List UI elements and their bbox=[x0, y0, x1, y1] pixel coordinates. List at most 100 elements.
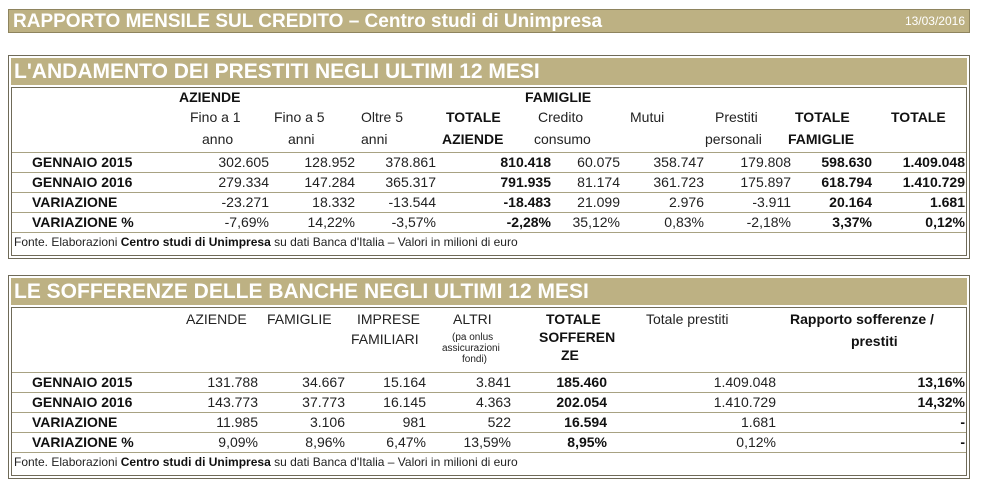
cell: 365.317 bbox=[385, 174, 436, 190]
cell: 35,12% bbox=[572, 214, 620, 230]
row-label: GENNAIO 2016 bbox=[32, 174, 133, 190]
col-prestiti: Prestiti bbox=[715, 109, 758, 125]
report-banner: RAPPORTO MENSILE SUL CREDITO – Centro st… bbox=[8, 9, 970, 33]
col-oltre5-sub: anni bbox=[361, 131, 388, 147]
cell: 11.985 bbox=[216, 414, 258, 430]
col-totale: TOTALE bbox=[891, 109, 946, 125]
col-mutui: Mutui bbox=[630, 109, 665, 125]
table-row: VARIAZIONE -23.271 18.332 -13.544 -18.48… bbox=[12, 192, 966, 212]
npl-panel: LE SOFFERENZE DELLE BANCHE NEGLI ULTIMI … bbox=[8, 275, 970, 479]
cell: 522 bbox=[487, 414, 511, 430]
npl-title: LE SOFFERENZE DELLE BANCHE NEGLI ULTIMI … bbox=[14, 280, 589, 303]
cell: 131.788 bbox=[207, 374, 258, 390]
cell: 302.605 bbox=[218, 154, 269, 170]
col-famiglie: FAMIGLIE bbox=[267, 311, 332, 327]
cell: 618.794 bbox=[821, 174, 872, 190]
cell: 6,47% bbox=[386, 434, 426, 450]
row-label: GENNAIO 2015 bbox=[32, 154, 133, 170]
cell: -3.911 bbox=[752, 194, 791, 210]
loans-table: AZIENDE FAMIGLIE Fino a 1 anno Fino a 5 … bbox=[11, 87, 967, 256]
cell: -23.271 bbox=[221, 194, 269, 210]
cell: 3.106 bbox=[309, 414, 345, 430]
cell: 1.409.048 bbox=[902, 154, 965, 170]
table-row: VARIAZIONE 11.985 3.106 981 522 16.594 1… bbox=[12, 412, 966, 432]
cell: 1.410.729 bbox=[902, 174, 965, 190]
cell: 18.332 bbox=[312, 194, 355, 210]
cell: 37.773 bbox=[302, 394, 345, 410]
col-altri-note: assicurazioni bbox=[442, 343, 500, 354]
cell: 14,22% bbox=[307, 214, 355, 230]
cell: 60.075 bbox=[577, 154, 620, 170]
row-label: VARIAZIONE % bbox=[32, 434, 134, 450]
cell: 13,16% bbox=[917, 374, 965, 390]
loans-title: L'ANDAMENTO DEI PRESTITI NEGLI ULTIMI 12… bbox=[14, 60, 540, 83]
cell: 81.174 bbox=[577, 174, 620, 190]
cell: - bbox=[960, 414, 965, 430]
source-note: Fonte. Elaborazioni Centro studi di Unim… bbox=[12, 452, 966, 471]
cell: 0,12% bbox=[736, 434, 776, 450]
col-totale-prestiti: Totale prestiti bbox=[646, 311, 729, 327]
col-totale-sofferenze: SOFFEREN bbox=[539, 329, 616, 345]
cell: 147.284 bbox=[304, 174, 355, 190]
cell: 8,96% bbox=[305, 434, 345, 450]
source-org: Centro studi di Unimpresa bbox=[120, 235, 271, 249]
col-fino5: Fino a 5 bbox=[274, 109, 325, 125]
col-totale-sofferenze: ZE bbox=[561, 347, 579, 363]
cell: -7,69% bbox=[224, 214, 269, 230]
row-label: GENNAIO 2016 bbox=[32, 394, 133, 410]
col-totale-aziende: TOTALE bbox=[446, 109, 501, 125]
cell: 1.409.048 bbox=[713, 374, 776, 390]
cell: 16.594 bbox=[564, 414, 607, 430]
npl-table: AZIENDE FAMIGLIE IMPRESE FAMILIARI ALTRI… bbox=[11, 307, 967, 476]
col-fino1: Fino a 1 bbox=[190, 109, 241, 125]
row-label: VARIAZIONE bbox=[32, 414, 118, 430]
table-row: GENNAIO 2016 143.773 37.773 16.145 4.363… bbox=[12, 392, 966, 412]
cell: 13,59% bbox=[463, 434, 511, 450]
col-imprese-sub: FAMILIARI bbox=[351, 331, 419, 347]
row-label: VARIAZIONE bbox=[32, 194, 118, 210]
cell: 358.747 bbox=[653, 154, 704, 170]
cell: 3.841 bbox=[475, 374, 511, 390]
row-label: GENNAIO 2015 bbox=[32, 374, 133, 390]
group-aziende: AZIENDE bbox=[179, 89, 241, 105]
cell: 1.681 bbox=[929, 194, 965, 210]
cell: 179.808 bbox=[740, 154, 791, 170]
cell: 34.667 bbox=[302, 374, 345, 390]
cell: 791.935 bbox=[500, 174, 551, 190]
report-date: 13/03/2016 bbox=[904, 14, 965, 28]
cell: 14,32% bbox=[917, 394, 965, 410]
source-note: Fonte. Elaborazioni Centro studi di Unim… bbox=[12, 232, 966, 251]
col-totale-sofferenze: TOTALE bbox=[546, 311, 601, 327]
table-row: VARIAZIONE % 9,09% 8,96% 6,47% 13,59% 8,… bbox=[12, 432, 966, 452]
col-prestiti-sub: personali bbox=[705, 131, 762, 147]
cell: 15.164 bbox=[383, 374, 426, 390]
source-suffix: su dati Banca d'Italia – Valori in milio… bbox=[270, 235, 518, 249]
cell: -18.483 bbox=[503, 194, 551, 210]
table-row: GENNAIO 2015 302.605 128.952 378.861 810… bbox=[12, 152, 966, 172]
row-label: VARIAZIONE % bbox=[32, 214, 134, 230]
report-title: RAPPORTO MENSILE SUL CREDITO – Centro st… bbox=[13, 11, 603, 32]
cell: 16.145 bbox=[383, 394, 426, 410]
source-prefix: Fonte. Elaborazioni bbox=[14, 235, 121, 249]
cell: 20.164 bbox=[829, 194, 872, 210]
cell: 143.773 bbox=[207, 394, 258, 410]
loans-panel: L'ANDAMENTO DEI PRESTITI NEGLI ULTIMI 12… bbox=[8, 55, 970, 259]
cell: 598.630 bbox=[821, 154, 872, 170]
col-rapporto: Rapporto sofferenze / bbox=[790, 311, 934, 327]
col-fino5-sub: anni bbox=[288, 131, 315, 147]
col-altri-note: fondi) bbox=[462, 354, 488, 365]
source-suffix: su dati Banca d'Italia – Valori in milio… bbox=[270, 455, 518, 469]
cell: 1.681 bbox=[740, 414, 776, 430]
cell: 175.897 bbox=[740, 174, 791, 190]
col-rapporto-sub: prestiti bbox=[851, 333, 898, 349]
cell: 0,83% bbox=[664, 214, 704, 230]
col-totale-aziende-sub: AZIENDE bbox=[442, 131, 504, 147]
col-credito: Credito bbox=[538, 109, 584, 125]
table-row: GENNAIO 2015 131.788 34.667 15.164 3.841… bbox=[12, 372, 966, 392]
cell: 202.054 bbox=[556, 394, 607, 410]
col-totale-famiglie: TOTALE bbox=[795, 109, 850, 125]
cell: 361.723 bbox=[653, 174, 704, 190]
col-credito-sub: consumo bbox=[534, 131, 591, 147]
cell: 185.460 bbox=[556, 374, 607, 390]
group-famiglie: FAMIGLIE bbox=[525, 89, 592, 105]
